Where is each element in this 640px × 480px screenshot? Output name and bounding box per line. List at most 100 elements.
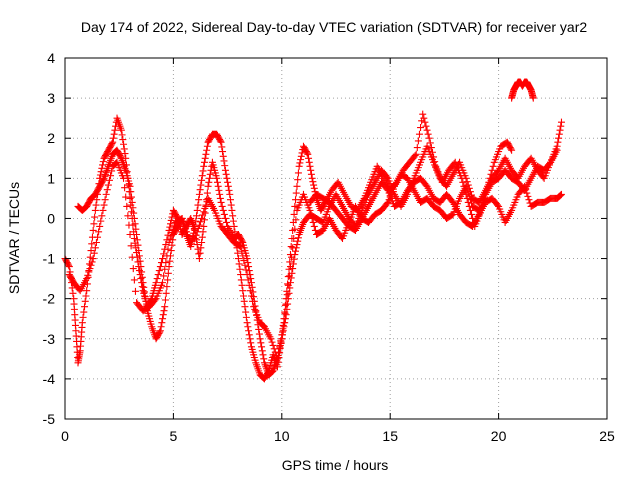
data-point — [198, 172, 206, 180]
data-point — [166, 223, 174, 231]
data-point — [216, 137, 224, 145]
data-point — [168, 228, 176, 236]
data-point — [411, 152, 419, 160]
data-point — [90, 220, 98, 228]
data-point — [555, 130, 563, 138]
data-point — [307, 210, 315, 218]
data-point — [197, 218, 204, 226]
data-point — [167, 216, 175, 224]
data-point — [89, 226, 97, 234]
data-point — [200, 216, 208, 224]
data-point — [129, 204, 137, 212]
data-point — [126, 230, 134, 238]
data-point — [170, 222, 178, 230]
data-point — [294, 169, 302, 177]
data-point — [109, 134, 117, 142]
data-point — [163, 283, 171, 291]
data-point — [164, 245, 172, 253]
data-point — [291, 202, 299, 210]
data-point — [246, 335, 254, 343]
data-point — [130, 276, 138, 284]
data-point — [237, 276, 245, 284]
data-point — [87, 261, 95, 269]
data-point — [206, 174, 214, 182]
data-point — [431, 158, 439, 166]
data-point — [237, 271, 245, 279]
data-point — [191, 235, 199, 242]
data-point — [128, 253, 136, 261]
data-point — [281, 301, 289, 309]
data-point — [244, 276, 252, 284]
data-point — [522, 186, 530, 194]
data-point — [203, 142, 211, 150]
data-point — [124, 212, 132, 220]
data-point — [138, 268, 146, 276]
data-point — [310, 181, 318, 189]
data-point — [99, 158, 107, 166]
data-point — [88, 240, 96, 248]
data-point — [158, 319, 166, 327]
data-point — [222, 170, 230, 178]
data-point — [108, 140, 116, 148]
data-point — [557, 190, 565, 198]
data-point — [237, 243, 245, 251]
data-point — [239, 252, 247, 260]
data-point — [82, 292, 90, 300]
y-tick-label: 0 — [47, 210, 55, 226]
x-tick-label: 15 — [382, 428, 398, 444]
data-point — [160, 272, 168, 280]
data-point — [221, 166, 229, 174]
data-point — [258, 347, 266, 355]
data-point — [83, 287, 91, 295]
data-point — [297, 152, 305, 160]
data-point — [130, 214, 138, 222]
data-point — [167, 247, 175, 255]
axis-ticks: 0 5 10 15 20 25 -5 -4 -3 -2 -1 0 1 2 3 4 — [43, 50, 615, 444]
data-point — [104, 181, 112, 189]
data-point — [81, 303, 89, 311]
data-point — [155, 267, 163, 275]
data-point — [487, 170, 495, 178]
data-point — [156, 327, 164, 335]
data-point — [289, 244, 297, 252]
data-point — [287, 243, 295, 251]
data-point — [192, 217, 200, 225]
data-point — [462, 182, 470, 190]
data-point — [288, 253, 296, 261]
data-point — [135, 247, 143, 255]
data-point — [422, 122, 430, 130]
data-point — [468, 210, 475, 218]
data-point — [257, 339, 265, 347]
data-point — [195, 221, 203, 229]
data-point — [91, 206, 99, 214]
data-point — [164, 231, 172, 239]
data-point — [166, 235, 174, 243]
data-point — [309, 218, 317, 226]
data-point — [494, 201, 502, 209]
data-point — [140, 283, 148, 291]
y-tick-label: 2 — [47, 130, 55, 146]
data-point — [65, 263, 73, 271]
data-point — [126, 182, 134, 190]
data-point — [213, 178, 221, 186]
data-point — [234, 255, 242, 263]
data-point — [84, 271, 92, 279]
data-point — [216, 194, 224, 202]
data-point — [244, 323, 252, 331]
data-point — [236, 265, 244, 273]
data-point — [306, 162, 314, 170]
data-point — [241, 303, 249, 311]
data-point — [225, 186, 233, 194]
x-tick-label: 10 — [274, 428, 290, 444]
data-point — [93, 196, 101, 204]
data-point — [119, 136, 127, 144]
y-tick-label: -2 — [43, 291, 56, 307]
data-point — [245, 331, 253, 339]
data-point — [202, 201, 210, 209]
data-point — [264, 368, 272, 376]
data-point — [219, 148, 227, 156]
data-point — [199, 167, 207, 175]
x-tick-label: 0 — [61, 428, 69, 444]
data-point — [556, 126, 564, 134]
data-point — [166, 257, 174, 265]
